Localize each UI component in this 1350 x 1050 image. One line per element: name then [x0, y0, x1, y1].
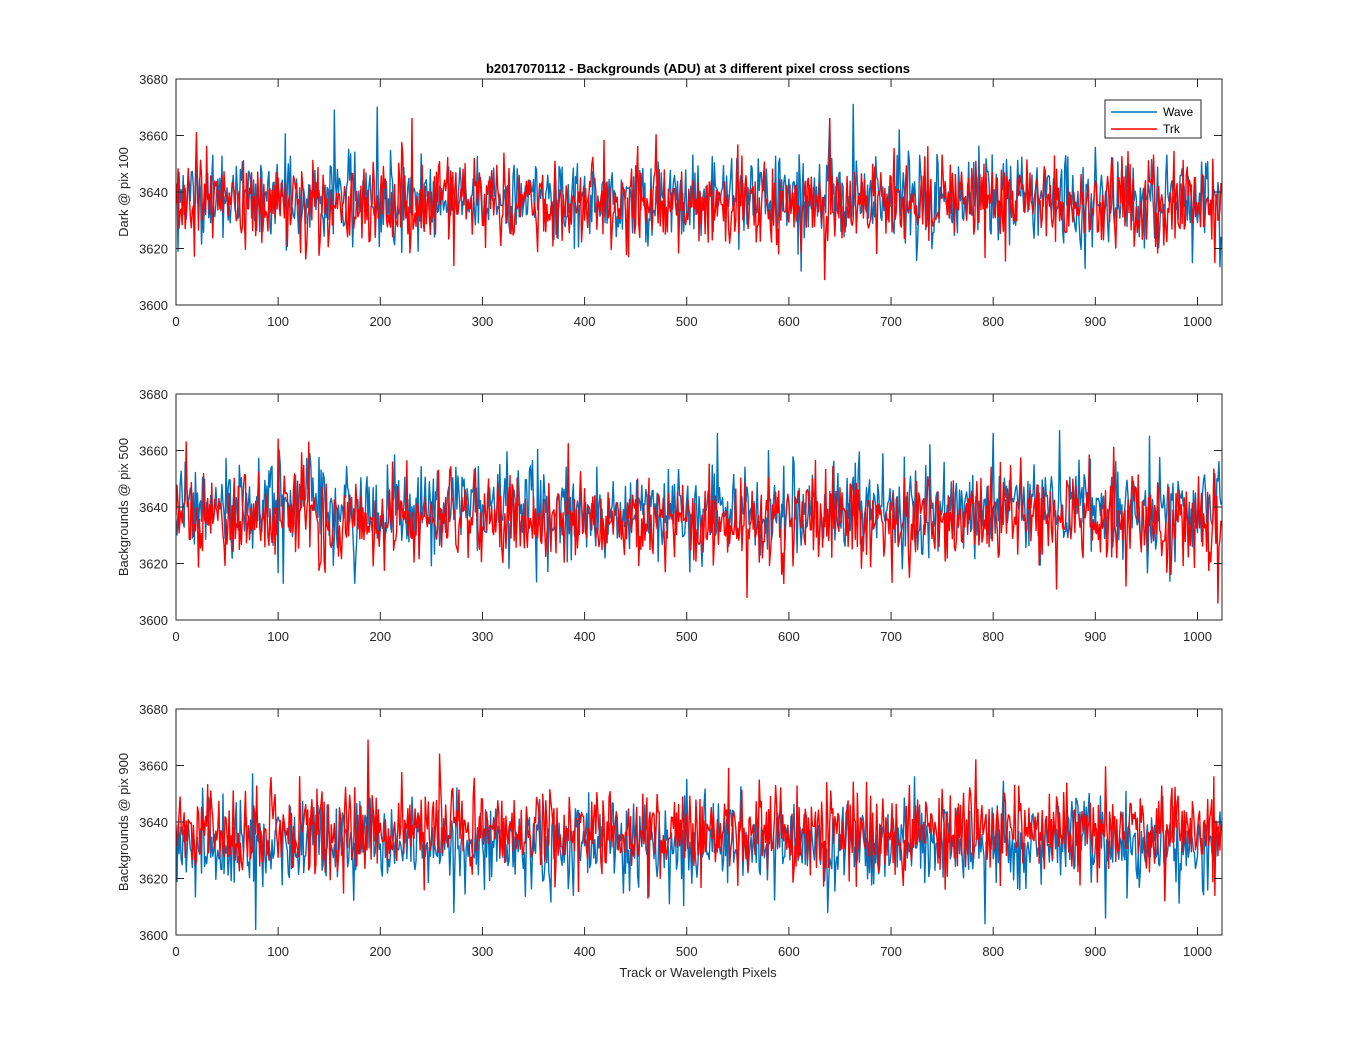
x-tick-label: 900 — [1084, 629, 1106, 644]
y-tick-label: 3680 — [139, 72, 168, 87]
panel-3: 0 100 200 300 400 500 600 700 800 900 1000 3600 3620… — [116, 702, 1223, 959]
y-tick-label: 3660 — [139, 759, 168, 774]
y-tick-label: 3640 — [139, 185, 168, 200]
x-tick-label: 100 — [267, 944, 289, 959]
y-tick-label: 3640 — [139, 815, 168, 830]
y-tick-label: 3680 — [139, 702, 168, 717]
series-lines — [176, 739, 1222, 931]
series-lines — [176, 430, 1222, 604]
x-tick-label: 600 — [778, 944, 800, 959]
x-tick-label: 0 — [172, 944, 179, 959]
legend: Wave Trk — [1104, 99, 1202, 139]
x-tick-label: 900 — [1084, 944, 1106, 959]
legend-label-wave: Wave — [1163, 105, 1194, 119]
x-tick-label: 800 — [982, 629, 1004, 644]
series-line-trk — [176, 739, 1222, 902]
x-tick-label: 300 — [472, 629, 494, 644]
x-tick-label: 500 — [676, 629, 698, 644]
x-tick-label: 600 — [778, 314, 800, 329]
y-tick-label: 3660 — [139, 444, 168, 459]
legend-label-trk: Trk — [1163, 122, 1181, 136]
x-tick-label: 500 — [676, 944, 698, 959]
series-line-trk — [176, 117, 1222, 281]
y-tick-label: 3660 — [139, 129, 168, 144]
x-tick-label: 1000 — [1183, 314, 1212, 329]
y-tick-label: 3620 — [139, 872, 168, 887]
x-axis-label: Track or Wavelength Pixels — [619, 965, 777, 980]
x-tick-label: 700 — [880, 944, 902, 959]
x-tick-label: 100 — [267, 629, 289, 644]
y-tick-label: 3600 — [139, 613, 168, 628]
x-tick-label: 700 — [880, 314, 902, 329]
y-tick-label: 3620 — [139, 242, 168, 257]
y-tick-label: 3620 — [139, 557, 168, 572]
panels: 0 100 200 300 400 500 600 700 800 900 100036003620… — [116, 72, 1223, 959]
y-tick-label: 3600 — [139, 928, 168, 943]
x-tick-label: 300 — [472, 944, 494, 959]
x-tick-label: 700 — [880, 629, 902, 644]
x-tick-label: 0 — [172, 314, 179, 329]
y-axis-label: Dark @ pix 100 — [116, 147, 131, 237]
x-tick-label: 400 — [574, 629, 596, 644]
x-tick-label: 1000 — [1183, 944, 1212, 959]
legend-box — [1104, 99, 1202, 139]
x-tick-label: 100 — [267, 314, 289, 329]
x-tick-label: 200 — [369, 944, 391, 959]
x-tick-label: 600 — [778, 629, 800, 644]
x-tick-label: 900 — [1084, 314, 1106, 329]
x-tick-label: 200 — [369, 629, 391, 644]
panel-2: 0 100 200 300 400 500 600 700 800 900 1000 3600 3620… — [116, 387, 1223, 644]
x-tick-label: 400 — [574, 944, 596, 959]
x-tick-label: 500 — [676, 314, 698, 329]
x-tick-label: 200 — [369, 314, 391, 329]
x-tick-label: 1000 — [1183, 629, 1212, 644]
x-tick-label: 800 — [982, 944, 1004, 959]
series-lines — [176, 103, 1222, 281]
figure-title: b2017070112 - Backgrounds (ADU) at 3 dif… — [486, 61, 910, 76]
panel-1: 0 100 200 300 400 500 600 700 800 900 1000 3600 3620… — [116, 72, 1223, 329]
x-tick-label: 300 — [472, 314, 494, 329]
x-tick-label: 800 — [982, 314, 1004, 329]
series-line-wave — [176, 430, 1222, 584]
y-axis-label: Backgrounds @ pix 900 — [116, 753, 131, 891]
x-tick-label: 0 — [172, 629, 179, 644]
x-tick-label: 400 — [574, 314, 596, 329]
y-tick-label: 3600 — [139, 298, 168, 313]
y-axis-label: Backgrounds @ pix 500 — [116, 438, 131, 576]
series-line-trk — [176, 438, 1222, 604]
y-tick-label: 3640 — [139, 500, 168, 515]
y-tick-label: 3680 — [139, 387, 168, 402]
